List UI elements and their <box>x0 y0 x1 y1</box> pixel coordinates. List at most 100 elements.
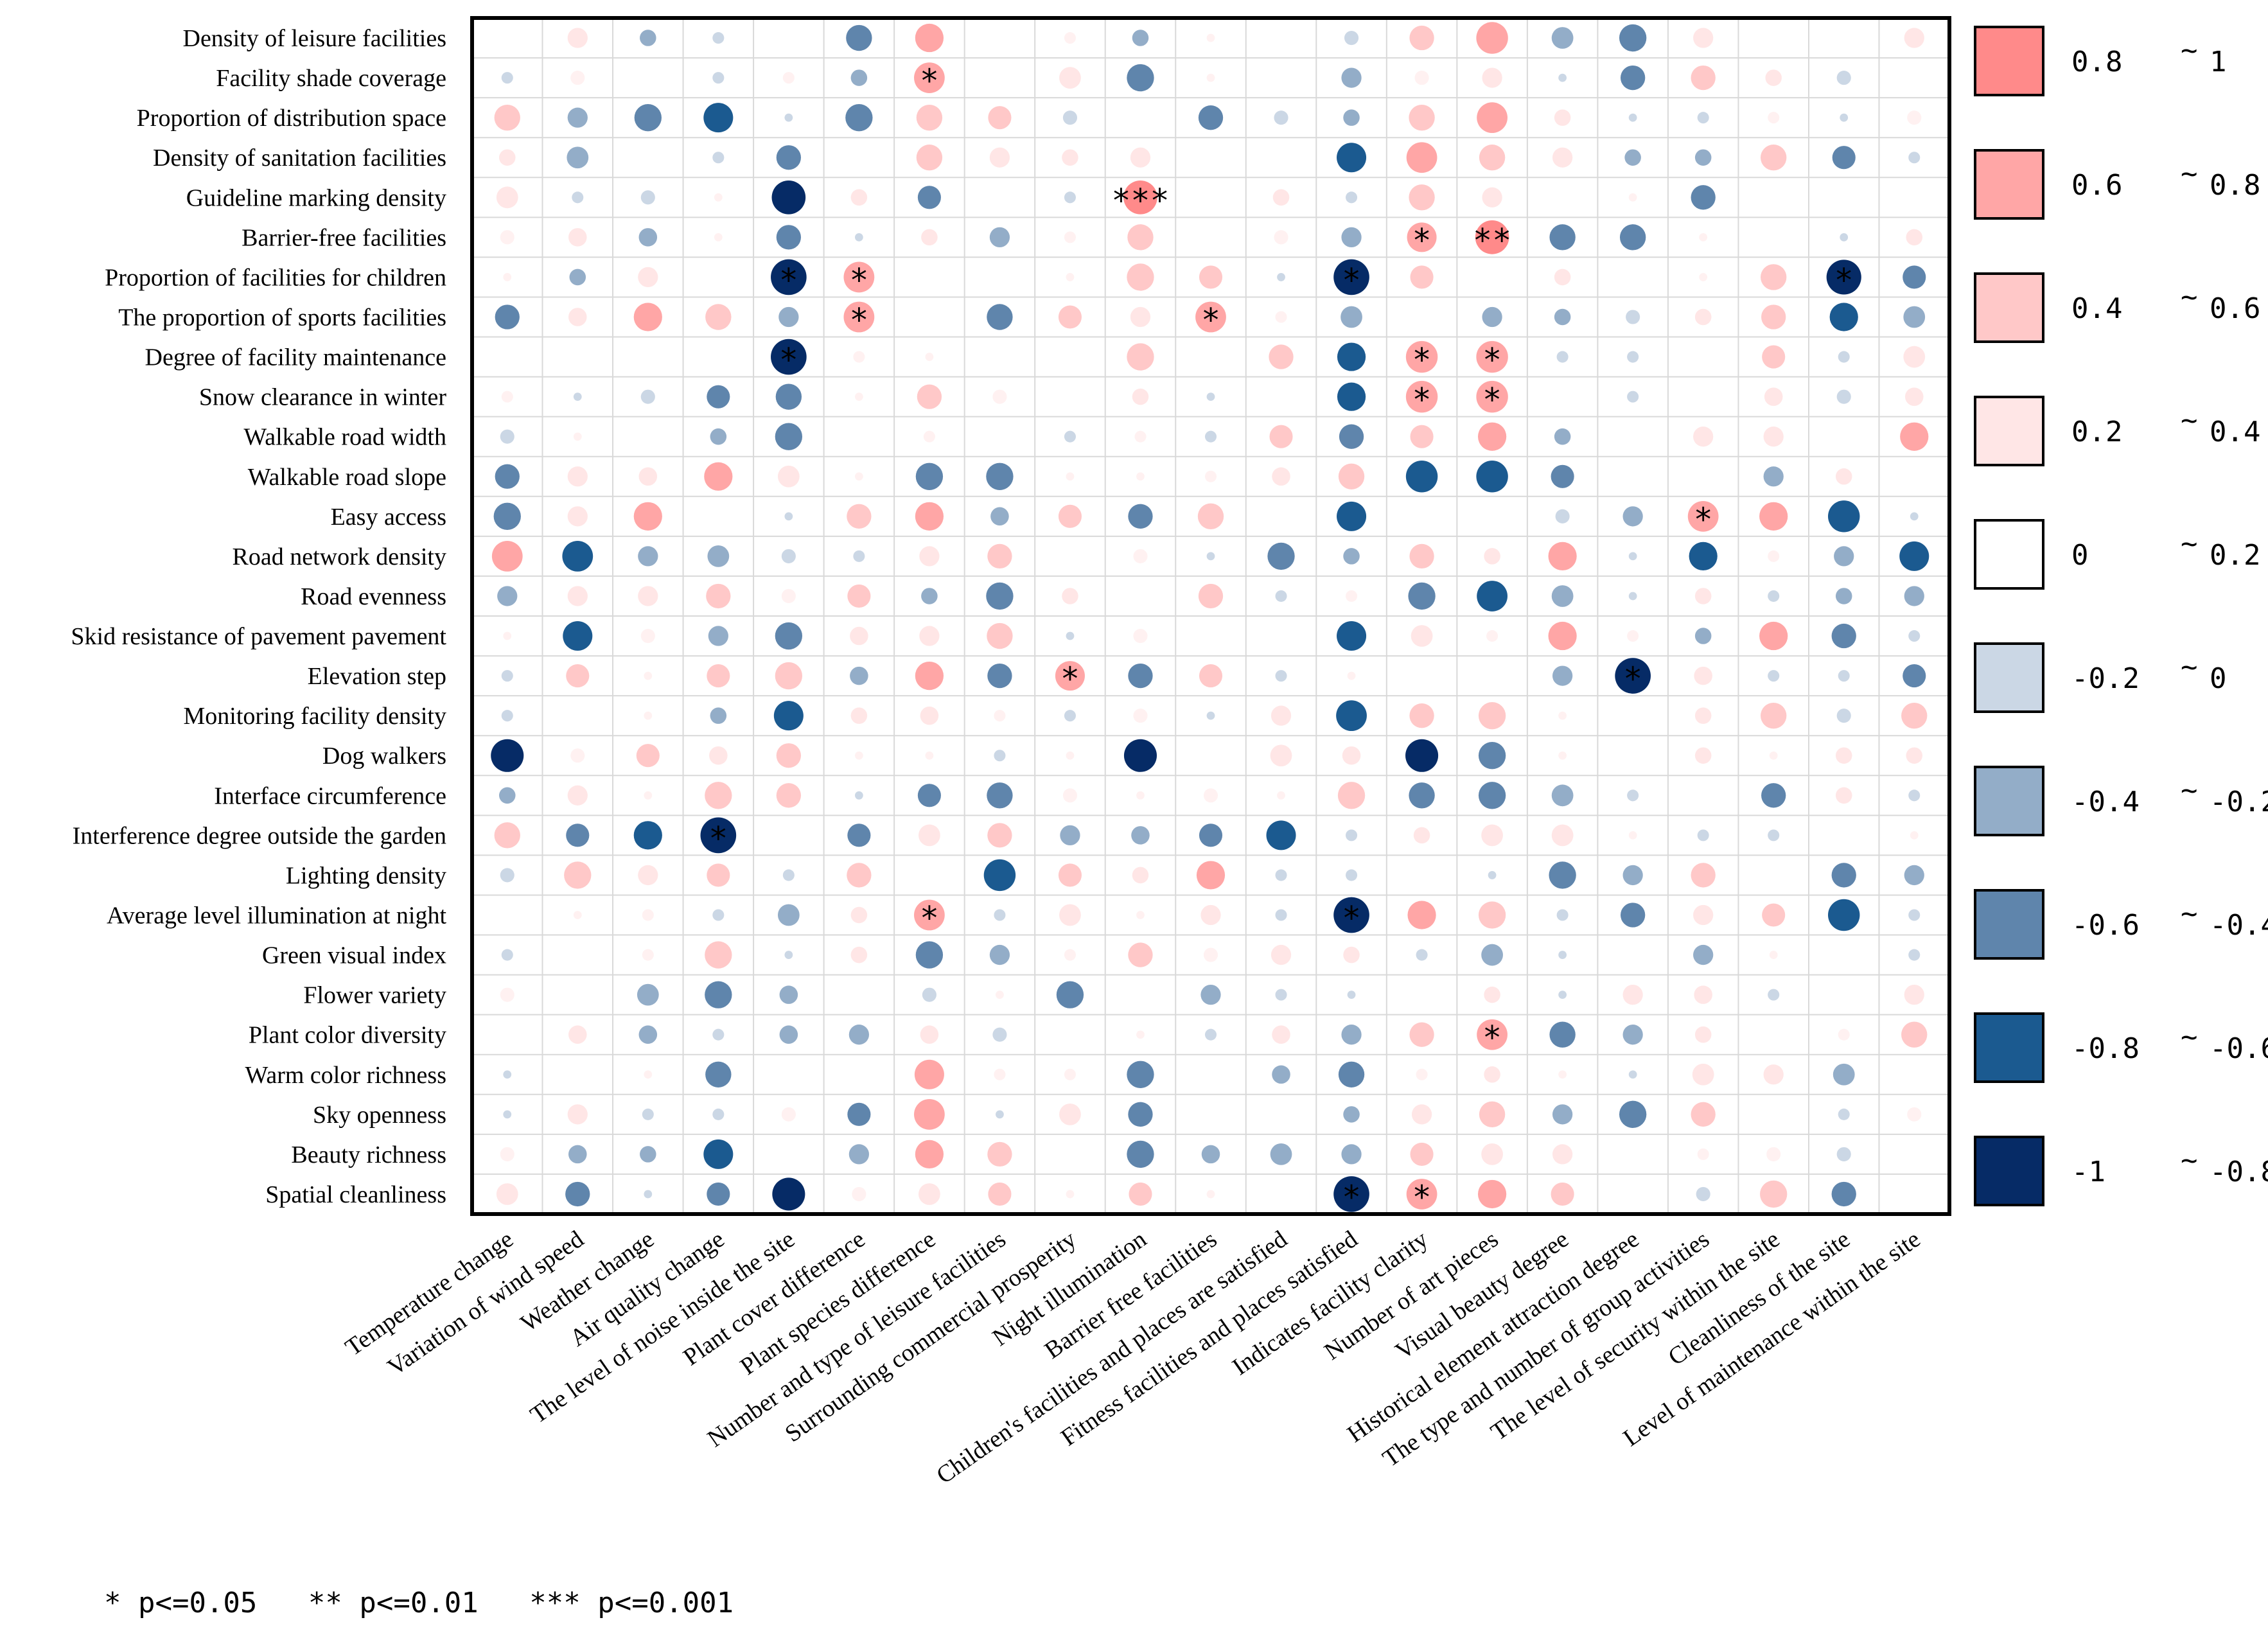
correlation-circle <box>1904 387 1924 406</box>
correlation-circle <box>989 944 1010 965</box>
correlation-circle <box>994 909 1006 921</box>
legend-swatch <box>1974 519 2044 590</box>
correlation-circle <box>496 186 518 209</box>
correlation-circle <box>1409 104 1435 131</box>
correlation-circle <box>1064 710 1076 722</box>
correlation-circle <box>914 1059 944 1089</box>
correlation-circle <box>1476 461 1508 493</box>
correlation-circle <box>1056 981 1084 1008</box>
row-label: Sky openness <box>313 1102 446 1129</box>
correlation-circle <box>1482 187 1502 207</box>
correlation-circle <box>1066 273 1075 281</box>
correlation-circle <box>1410 265 1434 289</box>
correlation-circle <box>1836 71 1851 85</box>
correlation-circle <box>1064 1068 1076 1080</box>
correlation-circle <box>846 24 872 51</box>
correlation-circle <box>987 782 1013 809</box>
correlation-circle <box>1908 949 1921 961</box>
correlation-circle <box>640 389 655 404</box>
correlation-circle <box>1206 33 1215 42</box>
correlation-circle <box>1835 747 1852 764</box>
row-label: Warm color richness <box>245 1062 447 1089</box>
correlation-circle <box>496 1183 518 1205</box>
correlation-circle <box>642 949 654 961</box>
correlation-circle <box>708 626 728 646</box>
correlation-circle <box>644 1190 653 1199</box>
significance-marker: * <box>849 261 868 299</box>
correlation-circle <box>1347 671 1356 680</box>
correlation-circle <box>1761 264 1787 290</box>
correlation-circle <box>1064 430 1076 443</box>
correlation-circle <box>705 1061 732 1087</box>
correlation-circle <box>1628 592 1637 601</box>
correlation-circle <box>705 941 732 969</box>
significance-marker: * <box>920 62 939 100</box>
correlation-circle <box>1123 739 1157 772</box>
correlation-circle <box>1478 782 1506 809</box>
correlation-circle <box>1836 1147 1851 1161</box>
correlation-circle <box>988 1182 1012 1206</box>
correlation-circle <box>772 1177 805 1211</box>
correlation-circle <box>850 626 868 646</box>
correlation-circle <box>1904 865 1924 886</box>
correlation-circle <box>1908 789 1921 802</box>
correlation-circle <box>1831 1181 1856 1207</box>
correlation-circle <box>1903 265 1926 289</box>
correlation-circle <box>986 462 1014 490</box>
correlation-circle <box>1694 308 1712 326</box>
correlation-circle <box>845 103 873 132</box>
correlation-circle <box>1769 951 1778 959</box>
correlation-circle <box>503 1110 512 1119</box>
correlation-circle <box>1347 991 1356 999</box>
correlation-circle <box>495 304 520 330</box>
row-label: Interface circumference <box>214 782 446 809</box>
correlation-circle <box>1407 222 1437 252</box>
row-label: Plant color diversity <box>249 1022 446 1049</box>
correlation-circle <box>1346 869 1358 881</box>
correlation-circle <box>1336 700 1367 732</box>
correlation-circle <box>562 541 593 572</box>
correlation-circle <box>491 541 523 572</box>
significance-marker: ** <box>1473 222 1511 259</box>
correlation-circle <box>1270 1143 1292 1165</box>
correlation-circle <box>1687 500 1719 532</box>
row-label: Proportion of distribution space <box>137 105 446 132</box>
correlation-circle <box>781 588 796 604</box>
correlation-circle <box>1831 863 1856 888</box>
correlation-circle <box>1201 1145 1220 1164</box>
correlation-circle <box>710 428 727 445</box>
correlation-circle <box>1622 506 1643 527</box>
correlation-circle <box>775 423 803 450</box>
correlation-circle <box>1622 1025 1643 1045</box>
legend-swatch <box>1974 26 2044 96</box>
correlation-circle <box>1062 149 1078 166</box>
correlation-circle <box>707 545 730 567</box>
correlation-circle <box>986 582 1014 610</box>
correlation-circle <box>567 506 588 527</box>
correlation-circle <box>1338 463 1365 489</box>
correlation-circle <box>706 583 731 609</box>
legend-low-label: 0.6 <box>2071 169 2122 202</box>
correlation-circle <box>500 1147 514 1161</box>
correlation-circle <box>916 104 943 131</box>
correlation-circle <box>1906 229 1923 246</box>
correlation-circle <box>1477 422 1507 451</box>
row-label: Road network density <box>232 543 446 570</box>
correlation-circle <box>847 823 871 847</box>
correlation-circle <box>714 233 723 242</box>
correlation-circle <box>1620 903 1646 928</box>
correlation-circle <box>709 746 728 765</box>
correlation-circle <box>1829 303 1858 331</box>
correlation-circle <box>1066 631 1075 640</box>
correlation-circle <box>1270 705 1292 726</box>
correlation-circle <box>569 269 586 286</box>
correlation-circle <box>992 389 1007 404</box>
correlation-circle <box>573 392 582 401</box>
correlation-circle <box>1693 904 1714 926</box>
correlation-circle <box>638 865 658 886</box>
correlation-circle <box>1759 502 1788 531</box>
correlation-circle <box>784 113 793 122</box>
correlation-circle <box>1624 149 1641 166</box>
correlation-circle <box>843 261 875 293</box>
correlation-circle <box>570 71 585 85</box>
